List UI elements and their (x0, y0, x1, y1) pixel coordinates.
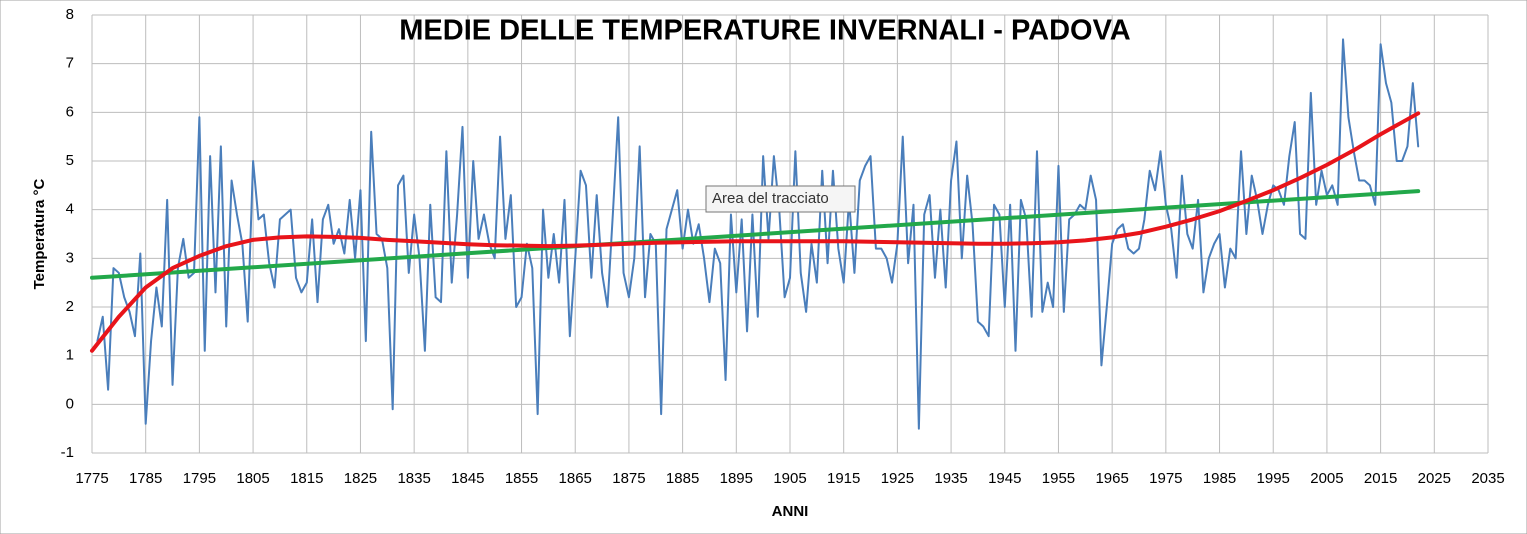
x-tick-label: 1975 (1149, 470, 1182, 487)
x-tick-label: 1855 (505, 470, 538, 487)
x-tick-label: 1845 (451, 470, 484, 487)
x-tick-label: 2005 (1310, 470, 1343, 487)
x-tick-label: 1885 (666, 470, 699, 487)
plot-area: -1 0 1 2 3 4 5 6 7 8 1775 1785 1795 1805 1815 1825 1835 1… (61, 6, 1505, 487)
y-tick-label: 5 (66, 152, 74, 169)
x-tick-label: 1955 (1042, 470, 1075, 487)
x-tick-label: 1835 (397, 470, 430, 487)
x-tick-label: 1785 (129, 470, 162, 487)
x-axis-label: ANNI (772, 503, 809, 520)
x-tick-label: 1925 (881, 470, 914, 487)
data-line (90, 111, 1421, 353)
y-tick-label: 0 (66, 395, 74, 412)
x-tick-label: 1815 (290, 470, 323, 487)
x-tick-label: 1825 (344, 470, 377, 487)
y-tick-label: -1 (61, 444, 74, 461)
tooltip: Area del tracciato (705, 185, 856, 213)
tooltip-box (705, 185, 856, 213)
data-line (90, 189, 1421, 280)
y-tick-label: 2 (66, 298, 74, 315)
y-axis-label: Temperatura °C (31, 178, 48, 289)
x-tick-label: 1945 (988, 470, 1021, 487)
y-tick-label: 8 (66, 6, 74, 23)
x-tick-label: 1865 (559, 470, 592, 487)
x-tick-label: 1915 (827, 470, 860, 487)
y-tick-label: 7 (66, 55, 74, 72)
x-tick-label: 1795 (183, 470, 216, 487)
y-tick-label: 1 (66, 347, 74, 364)
x-tick-label: 1985 (1203, 470, 1236, 487)
y-tick-label: 4 (66, 201, 74, 218)
x-tick-label: 1965 (1095, 470, 1128, 487)
x-tick-label: 2035 (1471, 470, 1504, 487)
y-tick-label: 6 (66, 103, 74, 120)
chart-title: MEDIE DELLE TEMPERATURE INVERNALI - PADO… (399, 15, 1131, 47)
x-tick-label: 1935 (934, 470, 967, 487)
x-tick-label: 1905 (773, 470, 806, 487)
x-tick-label: 2025 (1418, 470, 1451, 487)
x-tick-label: 1895 (720, 470, 753, 487)
x-tick-label: 2015 (1364, 470, 1397, 487)
x-tick-label: 1775 (75, 470, 108, 487)
x-tick-label: 1805 (236, 470, 269, 487)
x-tick-label: 1875 (612, 470, 645, 487)
data-line (96, 38, 1420, 430)
y-tick-label: 3 (66, 249, 74, 266)
tooltip-text: Area del tracciato (712, 190, 829, 207)
x-tick-label: 1995 (1257, 470, 1290, 487)
